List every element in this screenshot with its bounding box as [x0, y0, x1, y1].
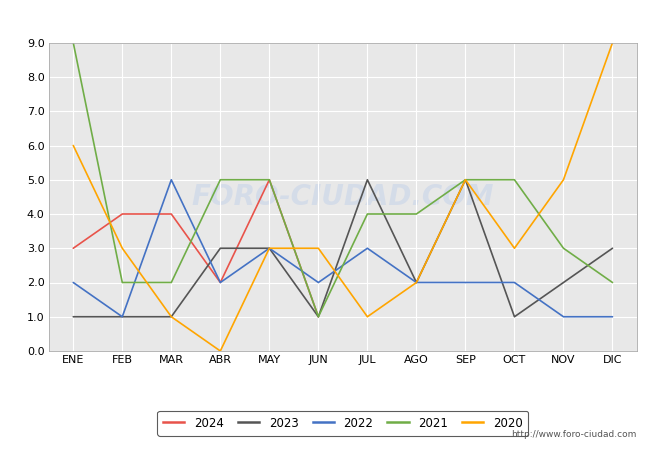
Legend: 2024, 2023, 2022, 2021, 2020: 2024, 2023, 2022, 2021, 2020: [157, 411, 528, 436]
Text: http://www.foro-ciudad.com: http://www.foro-ciudad.com: [512, 430, 637, 439]
Text: FORO-CIUDAD.COM: FORO-CIUDAD.COM: [192, 183, 494, 211]
Text: Matriculaciones de Vehiculos en Bédar: Matriculaciones de Vehiculos en Bédar: [170, 12, 480, 27]
